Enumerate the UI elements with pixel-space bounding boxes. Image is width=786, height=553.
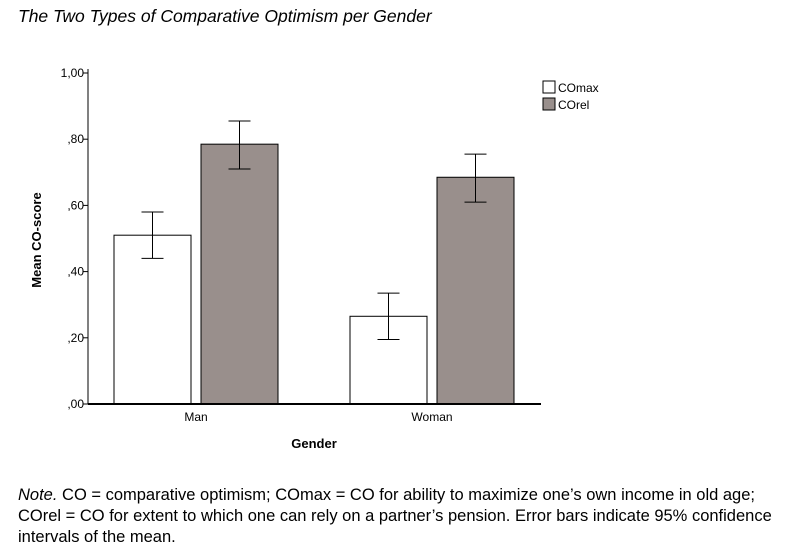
- x-axis-title: Gender: [291, 436, 337, 451]
- x-tick-label: Man: [184, 410, 207, 424]
- legend-swatch-corel: [542, 97, 556, 111]
- bar-corel-woman: [436, 176, 515, 405]
- bar-corel-man: [200, 143, 279, 405]
- y-tick-label: ,60: [67, 198, 84, 212]
- y-tick-label: ,00: [67, 397, 84, 411]
- legend-swatch-comax: [542, 80, 556, 94]
- y-tick-label: ,20: [67, 331, 84, 345]
- note-text: CO = comparative optimism; COmax = CO fo…: [18, 486, 772, 546]
- x-tick-label: Woman: [411, 410, 452, 424]
- legend-label-comax: COmax: [558, 81, 599, 95]
- chart-title: The Two Types of Comparative Optimism pe…: [18, 6, 432, 26]
- y-tick-label: 1,00: [61, 66, 85, 80]
- y-tick-label: ,40: [67, 265, 84, 279]
- bar-comax-man: [113, 234, 192, 405]
- figure-note: Note. CO = comparative optimism; COmax =…: [18, 485, 778, 548]
- legend-label-corel: COrel: [558, 98, 589, 112]
- note-label: Note.: [18, 486, 58, 504]
- y-axis-title: Mean CO-score: [29, 192, 44, 287]
- y-tick-label: ,80: [67, 132, 84, 146]
- bar-chart: ,00 ,20 ,40 ,60 ,80 1,00 Man Woman Gender Mean CO…: [29, 66, 599, 451]
